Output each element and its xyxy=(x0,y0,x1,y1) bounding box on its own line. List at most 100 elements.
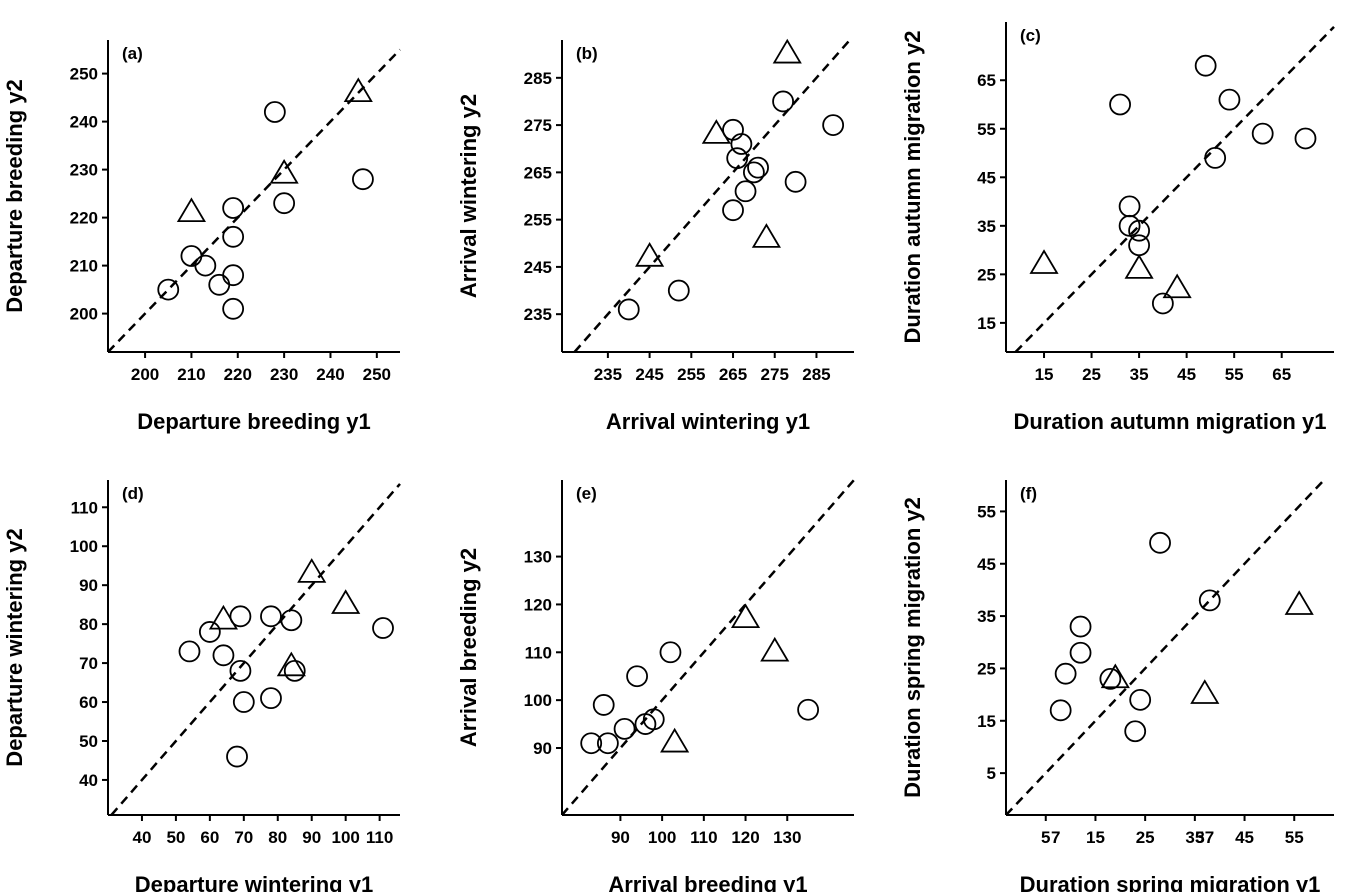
data-point-circle xyxy=(1099,668,1122,690)
data-point-circle xyxy=(1128,219,1151,242)
data-point-circle xyxy=(772,90,794,113)
y-tick-label: 15 xyxy=(977,314,996,333)
data-point-circle xyxy=(822,114,845,136)
panel-label: (a) xyxy=(122,44,143,63)
y-axis-title: Departure wintering y2 xyxy=(2,528,27,766)
data-point-circle xyxy=(1118,195,1141,218)
y-tick-label: 210 xyxy=(70,257,98,276)
y-tick-label: 35 xyxy=(977,607,996,626)
one-to-one-reference-line xyxy=(1005,479,1325,816)
scatter-panel: 200 210 220 230 240 250 200 210 220 230 240 250 (a) D… xyxy=(2,40,401,434)
y-tick-label: 100 xyxy=(524,691,552,710)
x-tick-label: 110 xyxy=(366,828,393,847)
panel-label: (f) xyxy=(1020,484,1037,503)
x-tick-label: 55 xyxy=(1285,828,1304,847)
one-to-one-reference-line xyxy=(573,39,851,353)
data-point-circle xyxy=(229,605,252,628)
scatter-panel: 90 100 110 120 130 90 100 110 120 130 (e) Arrival b… xyxy=(456,479,855,892)
data-point-circle xyxy=(734,180,757,203)
data-point-circle xyxy=(260,605,282,628)
y-tick-label: 240 xyxy=(70,113,98,132)
data-point-circle xyxy=(1069,615,1092,638)
scatter-panel: 40 50 60 70 80 90 100 110 40 50 60 70 80 90 100 110 (d) D… xyxy=(2,480,401,892)
data-point-circle xyxy=(352,168,374,191)
x-tick-label: 25 xyxy=(1082,365,1101,384)
one-to-one-reference-line xyxy=(561,479,855,816)
data-point-circle xyxy=(1124,720,1147,743)
y-axis-title: Duration spring migration y2 xyxy=(900,497,925,798)
data-point-triangle xyxy=(297,558,327,583)
data-point-circle xyxy=(747,156,769,179)
data-point-circle xyxy=(1198,589,1221,612)
data-point-circle xyxy=(1129,688,1152,711)
x-tick-label: 15 xyxy=(1035,365,1054,384)
x-tick-label: 55 xyxy=(1225,365,1244,384)
data-point-triangle xyxy=(176,197,207,223)
y-tick-label: 5 xyxy=(987,764,996,783)
x-tick-label: 130 xyxy=(773,828,801,847)
data-point-circle xyxy=(180,245,203,267)
data-point-circle xyxy=(730,133,753,155)
data-point-circle xyxy=(1204,146,1227,169)
y-tick-label: 55 xyxy=(977,502,996,521)
data-point-circle xyxy=(1109,93,1131,116)
data-point-triangle xyxy=(660,727,690,753)
y-axis-title: Arrival breeding y2 xyxy=(456,548,481,747)
data-point-circle xyxy=(273,192,296,215)
x-tick-label: 37 xyxy=(1195,828,1214,847)
data-point-triangle xyxy=(701,119,731,144)
one-to-one-reference-line xyxy=(107,48,401,353)
x-tick-label: 265 xyxy=(719,365,747,384)
data-point-circle xyxy=(1251,122,1274,145)
y-tick-label: 130 xyxy=(524,548,552,567)
y-tick-label: 70 xyxy=(79,654,98,673)
x-tick-label: 65 xyxy=(1272,365,1291,384)
data-point-triangle xyxy=(343,77,373,103)
data-point-circle xyxy=(222,197,245,219)
x-axis-title: Duration spring migration y1 xyxy=(1020,872,1321,892)
x-axis-title: Departure wintering y1 xyxy=(135,872,373,892)
data-point-circle xyxy=(726,147,749,170)
y-tick-label: 45 xyxy=(977,168,996,187)
data-point-triangle xyxy=(331,589,361,614)
y-axis-title: Duration autumn migration y2 xyxy=(900,31,925,344)
y-tick-label: 65 xyxy=(977,71,996,90)
y-tick-label: 200 xyxy=(70,305,98,324)
x-axis-title: Arrival breeding y1 xyxy=(608,872,807,892)
x-tick-label: 5 xyxy=(1041,828,1050,847)
y-tick-label: 110 xyxy=(71,498,98,517)
x-tick-label: 230 xyxy=(270,365,298,384)
x-tick-label: 7 xyxy=(1051,828,1060,847)
data-point-circle xyxy=(222,225,245,248)
y-tick-label: 55 xyxy=(977,120,996,139)
x-tick-label: 255 xyxy=(677,365,705,384)
y-tick-label: 60 xyxy=(79,693,98,712)
data-point-circle xyxy=(1218,88,1241,111)
data-point-circle xyxy=(1194,54,1217,77)
data-point-circle xyxy=(260,687,282,710)
panel-label: (d) xyxy=(122,484,144,503)
scatter-panel: 235 245 255 265 275 285 235 245 255 265 275 285 (b) A… xyxy=(456,38,854,434)
y-tick-label: 80 xyxy=(79,615,98,634)
data-point-circle xyxy=(208,273,231,296)
data-point-circle xyxy=(742,161,765,184)
x-tick-label: 240 xyxy=(316,365,344,384)
y-tick-label: 220 xyxy=(70,209,98,228)
data-point-circle xyxy=(263,101,286,123)
data-point-circle xyxy=(596,732,619,755)
scatter-panel: 15 25 35 45 55 65 15 25 35 45 55 65 (c) Duration autu… xyxy=(900,22,1335,434)
y-tick-label: 265 xyxy=(524,163,552,182)
data-point-circle xyxy=(1151,292,1174,315)
data-point-circle xyxy=(1149,531,1171,554)
data-point-circle xyxy=(1054,662,1077,685)
data-point-circle xyxy=(222,264,245,287)
y-tick-label: 25 xyxy=(977,265,996,284)
x-axis-title: Duration autumn migration y1 xyxy=(1014,409,1327,434)
data-point-circle xyxy=(212,644,235,667)
data-point-triangle xyxy=(1124,254,1154,279)
x-tick-label: 275 xyxy=(761,365,789,384)
data-point-circle xyxy=(1128,234,1151,257)
one-to-one-reference-line xyxy=(1014,25,1335,353)
data-point-circle xyxy=(198,621,221,643)
